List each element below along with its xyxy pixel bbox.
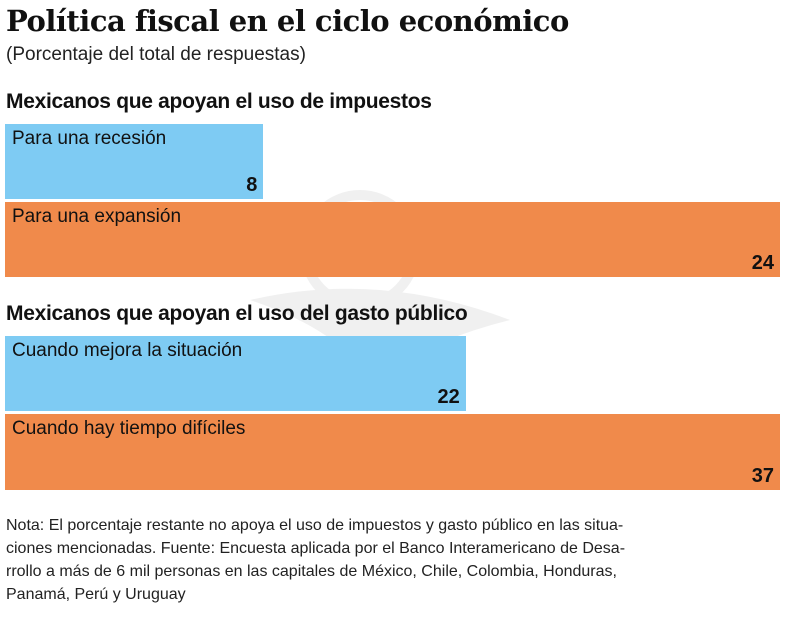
group-title: Mexicanos que apoyan el uso del gasto pú… <box>6 302 468 325</box>
chart-title: Política fiscal en el ciclo económico <box>6 4 569 38</box>
bar-label: Para una expansión <box>12 206 182 227</box>
footnote-line: rrollo a más de 6 mil personas en las ca… <box>6 563 617 580</box>
bar-label: Cuando hay tiempo difíciles <box>12 418 246 439</box>
bar-value: 22 <box>437 386 460 408</box>
bar: Para una expansión 24 <box>5 202 780 277</box>
footnote-line: Panamá, Perú y Uruguay <box>6 586 186 603</box>
bar: Cuando mejora la situación 22 <box>5 336 466 411</box>
bar-value: 24 <box>751 252 774 274</box>
bar-label: Para una recesión <box>12 128 167 149</box>
bar-value: 8 <box>246 174 258 196</box>
bar: Cuando hay tiempo difíciles 37 <box>5 414 780 490</box>
bar: Para una recesión 8 <box>5 124 264 199</box>
bar-value: 37 <box>751 465 774 487</box>
chart-subtitle: (Porcentaje del total de respuestas) <box>6 44 306 65</box>
group-title: Mexicanos que apoyan el uso de impuestos <box>6 90 432 113</box>
footnote: Nota: El porcentaje restante no apoya el… <box>6 514 625 606</box>
bar-label: Cuando mejora la situación <box>12 340 243 361</box>
footnote-line: ciones mencionadas. Fuente: Encuesta apl… <box>6 540 626 557</box>
footnote-line: Nota: El porcentaje restante no apoya el… <box>6 517 624 534</box>
